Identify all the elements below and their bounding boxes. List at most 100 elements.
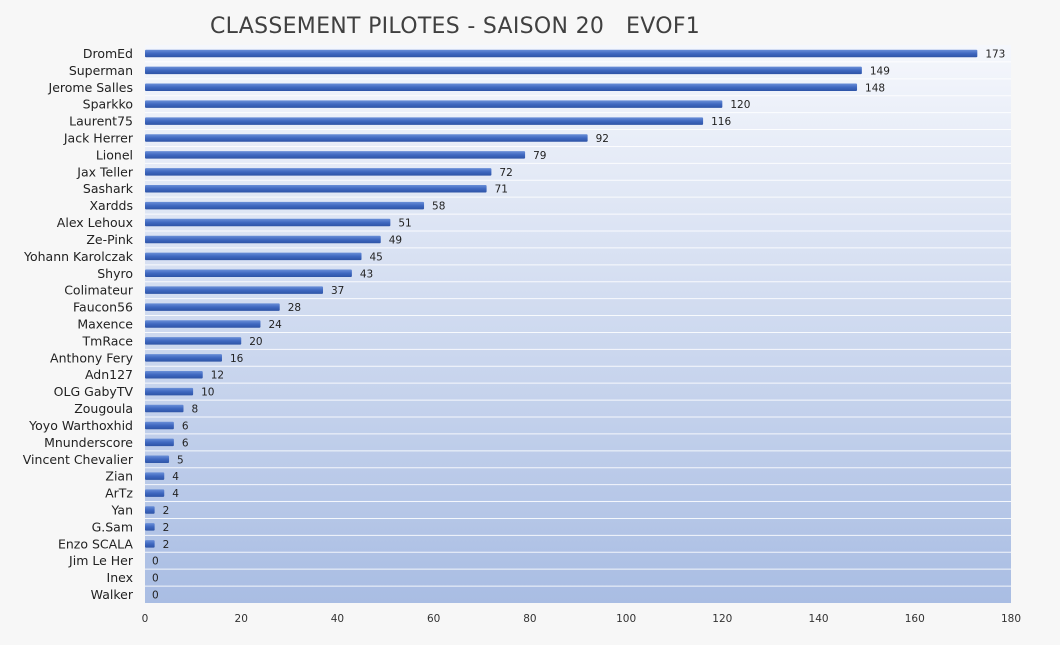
category-label: Enzo SCALA xyxy=(58,536,133,551)
value-label: 4 xyxy=(172,471,179,483)
category-label: Jerome Salles xyxy=(48,80,133,95)
bar xyxy=(145,252,362,261)
bar xyxy=(145,387,194,396)
category-label: Yohann Karolczak xyxy=(23,249,134,264)
value-label: 92 xyxy=(596,133,609,145)
bar xyxy=(145,168,492,176)
bar xyxy=(145,354,222,362)
bar xyxy=(145,438,174,447)
x-tick-label: 120 xyxy=(712,613,732,625)
category-label: Vincent Chevalier xyxy=(23,452,134,467)
category-label: Zougoula xyxy=(74,401,133,416)
value-label: 0 xyxy=(152,590,159,602)
bar xyxy=(145,540,155,548)
x-tick-label: 20 xyxy=(235,613,248,625)
category-label: TmRace xyxy=(82,333,134,348)
bar xyxy=(145,201,425,210)
value-label: 120 xyxy=(730,99,750,111)
category-label: Superman xyxy=(69,63,133,78)
bar xyxy=(145,83,858,92)
value-label: 72 xyxy=(499,167,512,179)
value-label: 8 xyxy=(191,404,198,416)
bar xyxy=(145,472,165,480)
x-tick-label: 80 xyxy=(523,613,536,625)
category-label: Zian xyxy=(105,469,133,484)
bar xyxy=(145,66,862,75)
category-label: Yoyo Warthoxhid xyxy=(28,418,133,433)
category-label: ArTz xyxy=(105,486,133,501)
value-label: 148 xyxy=(865,82,885,94)
bar xyxy=(145,151,526,159)
bar xyxy=(145,404,184,413)
category-label: Anthony Fery xyxy=(50,350,134,365)
bar xyxy=(145,269,352,278)
bar xyxy=(145,370,203,379)
bar xyxy=(145,286,324,294)
bar xyxy=(145,506,155,514)
value-label: 20 xyxy=(249,336,262,348)
category-label: Faucon56 xyxy=(73,300,133,315)
value-label: 79 xyxy=(533,150,546,162)
bar xyxy=(145,455,170,464)
bar xyxy=(145,421,174,430)
value-label: 45 xyxy=(370,251,383,263)
category-label: Yan xyxy=(111,503,134,518)
value-label: 116 xyxy=(711,116,731,128)
value-label: 24 xyxy=(268,319,282,331)
value-label: 49 xyxy=(389,234,402,246)
value-label: 16 xyxy=(230,353,244,365)
value-label: 149 xyxy=(870,65,890,77)
category-label: Mnunderscore xyxy=(44,435,133,450)
bar xyxy=(145,235,381,244)
category-label: Lionel xyxy=(96,147,133,162)
x-tick-label: 0 xyxy=(142,613,149,625)
bar xyxy=(145,100,723,108)
bar xyxy=(145,337,242,345)
x-tick-label: 60 xyxy=(427,613,440,625)
bar xyxy=(145,523,155,531)
category-label: Sashark xyxy=(83,181,134,196)
category-label: Walker xyxy=(91,587,134,602)
x-tick-label: 160 xyxy=(905,613,925,625)
value-label: 51 xyxy=(398,218,411,230)
chart-title: CLASSEMENT PILOTES - SAISON 20 EVOF1 xyxy=(210,14,701,39)
x-tick-label: 140 xyxy=(809,613,829,625)
value-label: 0 xyxy=(152,573,159,585)
x-tick-label: 40 xyxy=(331,613,344,625)
category-label: Xardds xyxy=(89,198,133,213)
value-label: 0 xyxy=(152,556,159,568)
category-label: Jax Teller xyxy=(76,164,134,179)
value-label: 37 xyxy=(331,285,344,297)
x-tick-label: 100 xyxy=(616,613,636,625)
bar xyxy=(145,218,391,227)
value-label: 71 xyxy=(495,184,508,196)
value-label: 4 xyxy=(172,488,179,500)
value-label: 173 xyxy=(985,48,1005,60)
category-label: Maxence xyxy=(77,317,133,332)
bar xyxy=(145,320,261,328)
value-label: 6 xyxy=(182,437,189,449)
value-label: 6 xyxy=(182,420,189,432)
category-label: OLG GabyTV xyxy=(54,384,134,399)
category-label: Jim Le Her xyxy=(68,553,134,568)
category-label: Ze-Pink xyxy=(86,232,133,247)
category-label: Adn127 xyxy=(85,367,133,382)
category-label: Alex Lehoux xyxy=(57,215,133,230)
value-label: 12 xyxy=(211,370,224,382)
bar xyxy=(145,303,280,311)
category-label: Laurent75 xyxy=(69,114,133,129)
value-label: 2 xyxy=(163,522,170,534)
value-label: 5 xyxy=(177,454,184,466)
bar xyxy=(145,117,704,125)
value-label: 10 xyxy=(201,387,214,399)
bar xyxy=(145,49,978,58)
value-label: 2 xyxy=(163,539,170,551)
category-label: Colimateur xyxy=(64,283,134,298)
value-label: 43 xyxy=(360,268,373,280)
category-label: Inex xyxy=(107,570,133,585)
bar xyxy=(145,184,487,193)
value-label: 2 xyxy=(163,505,170,517)
category-label: DromEd xyxy=(83,46,133,61)
